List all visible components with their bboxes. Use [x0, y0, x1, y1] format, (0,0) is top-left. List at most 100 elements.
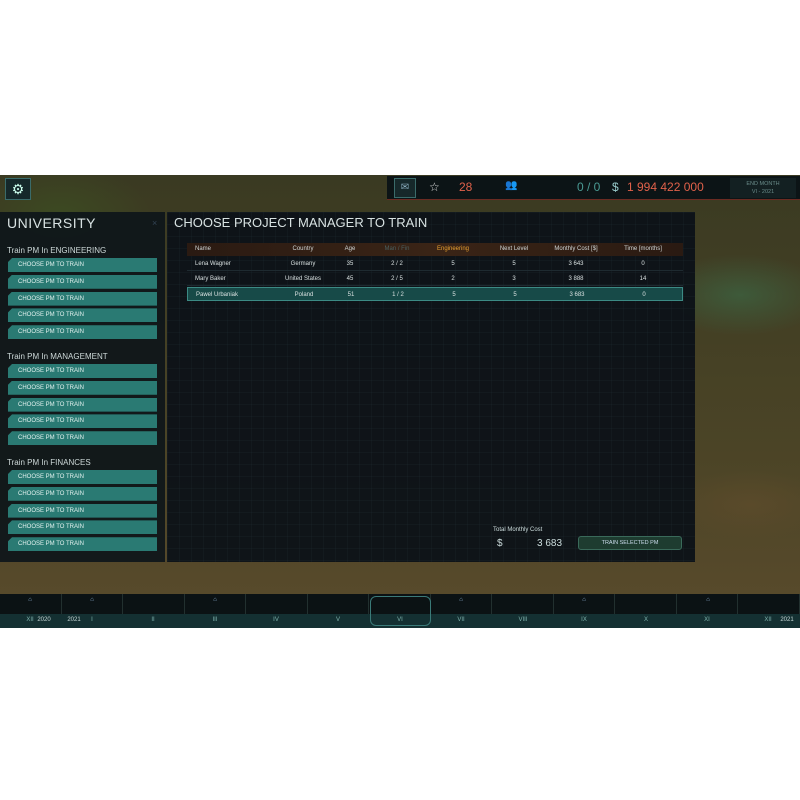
- column-header[interactable]: Time [months]: [624, 246, 662, 252]
- table-cell: 3 683: [569, 292, 585, 298]
- total-cost-value: 3 683: [537, 538, 563, 549]
- table-cell: Pawel Urbaniak: [196, 292, 239, 298]
- table-row[interactable]: Pawel Urbaniak Poland 51 1 / 2 5 5 3 683 0: [187, 287, 683, 301]
- panel-title: CHOOSE PROJECT MANAGER TO TRAIN: [174, 215, 428, 230]
- timeline-label: VII: [457, 617, 465, 623]
- column-header[interactable]: Name: [195, 246, 212, 252]
- table-cell: 45: [346, 276, 354, 282]
- table-cell: 35: [346, 261, 354, 267]
- table-cell: 1 / 2: [392, 292, 404, 298]
- close-icon[interactable]: ×: [152, 218, 158, 228]
- settings-gear-button[interactable]: ⚙: [5, 178, 31, 200]
- table-cell: Lena Wagner: [195, 261, 231, 267]
- table-cell: 0: [642, 292, 646, 298]
- table-cell: 14: [639, 276, 647, 282]
- timeline-label: VI: [397, 617, 403, 623]
- timeline-month-cell[interactable]: [492, 594, 554, 614]
- table-cell: Mary Baker: [195, 276, 226, 282]
- timeline-label: 2021: [67, 617, 81, 623]
- choose-pm-button[interactable]: CHOOSE PM TO TRAIN: [8, 414, 157, 429]
- building-icon: ⌂: [213, 597, 217, 603]
- train-selected-pm-button[interactable]: TRAIN SELECTED PM: [578, 536, 682, 550]
- column-header[interactable]: Age: [344, 246, 356, 252]
- table-cell: 2 / 5: [391, 276, 403, 282]
- money-value: 1 994 422 000: [627, 180, 704, 194]
- mail-icon: ✉: [400, 182, 410, 193]
- building-icon: ⌂: [459, 597, 463, 603]
- end-month-value: VI - 2021: [751, 189, 775, 195]
- stars-count: 28: [459, 180, 473, 194]
- people-count: 0 / 0: [577, 180, 601, 194]
- timeline-month-cell[interactable]: [246, 594, 308, 614]
- table-row[interactable]: Mary Baker United States 45 2 / 5 2 3 3 888 14: [187, 272, 683, 286]
- timeline-label: I: [91, 617, 93, 623]
- building-icon: ⌂: [28, 597, 32, 603]
- section-title: Train PM In MANAGEMENT: [7, 352, 108, 361]
- choose-pm-button[interactable]: CHOOSE PM TO TRAIN: [8, 380, 157, 395]
- choose-pm-button[interactable]: CHOOSE PM TO TRAIN: [8, 503, 157, 518]
- choose-pm-button[interactable]: CHOOSE PM TO TRAIN: [8, 397, 157, 412]
- timeline-label: XI: [704, 617, 710, 623]
- panel-title: UNIVERSITY: [7, 215, 97, 231]
- end-month-label: END MONTH: [746, 181, 780, 187]
- timeline-label: XII: [26, 617, 34, 623]
- timeline-label: XII: [764, 617, 772, 623]
- table-cell: 5: [452, 292, 456, 298]
- timeline-month-cell[interactable]: [308, 594, 369, 614]
- choose-pm-button[interactable]: CHOOSE PM TO TRAIN: [8, 364, 157, 378]
- timeline-label: V: [335, 617, 341, 623]
- timeline-month-cell[interactable]: [431, 594, 492, 614]
- choose-pm-button[interactable]: CHOOSE PM TO TRAIN: [8, 308, 157, 323]
- table-cell: 5: [513, 292, 517, 298]
- choose-pm-button[interactable]: CHOOSE PM TO TRAIN: [8, 470, 157, 484]
- table-cell: 0: [641, 261, 645, 267]
- timeline-label: 2021: [780, 617, 794, 623]
- total-cost-label: Total Monthly Cost: [493, 527, 543, 533]
- choose-pm-button[interactable]: CHOOSE PM TO TRAIN: [8, 258, 157, 272]
- choose-pm-button[interactable]: CHOOSE PM TO TRAIN: [8, 520, 157, 535]
- table-cell: 2: [451, 276, 455, 282]
- currency-icon: $: [612, 180, 619, 194]
- university-panel: UNIVERSITY × Train PM In ENGINEERING CHOO…: [0, 212, 165, 562]
- choose-pm-button[interactable]: CHOOSE PM TO TRAIN: [8, 325, 157, 340]
- timeline-label: VIII: [518, 617, 528, 623]
- timeline-label: IX: [581, 617, 587, 623]
- choose-pm-button[interactable]: CHOOSE PM TO TRAIN: [8, 291, 157, 306]
- table-row[interactable]: Lena Wagner Germany 35 2 / 2 5 5 3 643 0: [187, 257, 683, 271]
- timeline-month-cell[interactable]: [615, 594, 677, 614]
- timeline-month-cell[interactable]: [123, 594, 185, 614]
- table-cell: 51: [347, 292, 355, 298]
- choose-pm-button[interactable]: CHOOSE PM TO TRAIN: [8, 431, 157, 446]
- building-icon: ⌂: [706, 597, 710, 603]
- column-header[interactable]: Country: [292, 246, 314, 252]
- timeline-month-cell[interactable]: [677, 594, 738, 614]
- mail-button[interactable]: ✉: [394, 178, 416, 198]
- building-icon: ⌂: [90, 597, 94, 603]
- table-cell: Germany: [290, 261, 316, 267]
- column-header[interactable]: Next Level: [499, 246, 529, 252]
- star-icon: ☆: [429, 180, 440, 194]
- timeline-month-cell[interactable]: [0, 594, 62, 614]
- timeline-month-cell[interactable]: [554, 594, 615, 614]
- choose-pm-button[interactable]: CHOOSE PM TO TRAIN: [8, 486, 157, 501]
- column-header[interactable]: Monthly Cost [$]: [554, 246, 598, 252]
- timeline-month-band: [0, 614, 800, 628]
- timeline-month-cell[interactable]: [62, 594, 123, 614]
- top-hud: ✉ ☆ 28 👥 0 / 0 $ 1 994 422 000 END MONTH…: [387, 176, 800, 200]
- column-header[interactable]: Man / Fin: [384, 246, 410, 252]
- choose-pm-button[interactable]: CHOOSE PM TO TRAIN: [8, 274, 157, 289]
- table-cell: 3: [512, 276, 516, 282]
- table-cell: 3 643: [568, 261, 584, 267]
- column-header[interactable]: Engineering: [436, 246, 470, 252]
- timeline-month-cell[interactable]: [738, 594, 800, 614]
- table-cell: 5: [512, 261, 516, 267]
- choose-pm-panel: CHOOSE PROJECT MANAGER TO TRAIN Name Coun…: [167, 212, 695, 562]
- total-currency: $: [497, 538, 503, 549]
- timeline-month-cell[interactable]: [185, 594, 246, 614]
- gear-icon: ⚙: [11, 181, 25, 197]
- game-viewport: ⚙ ✉ ☆ 28 👥 0 / 0 $ 1 994 422 000 END MON…: [0, 175, 800, 628]
- timeline-bar: ⌂ ⌂ ⌂ ⌂ ⌂ ⌂ XII 2020 2021 I II III IV V VI VII VIII IX X XI…: [0, 594, 800, 628]
- choose-pm-button[interactable]: CHOOSE PM TO TRAIN: [8, 537, 157, 552]
- table-cell: Poland: [294, 292, 314, 298]
- end-month-button[interactable]: END MONTH VI - 2021: [730, 178, 796, 198]
